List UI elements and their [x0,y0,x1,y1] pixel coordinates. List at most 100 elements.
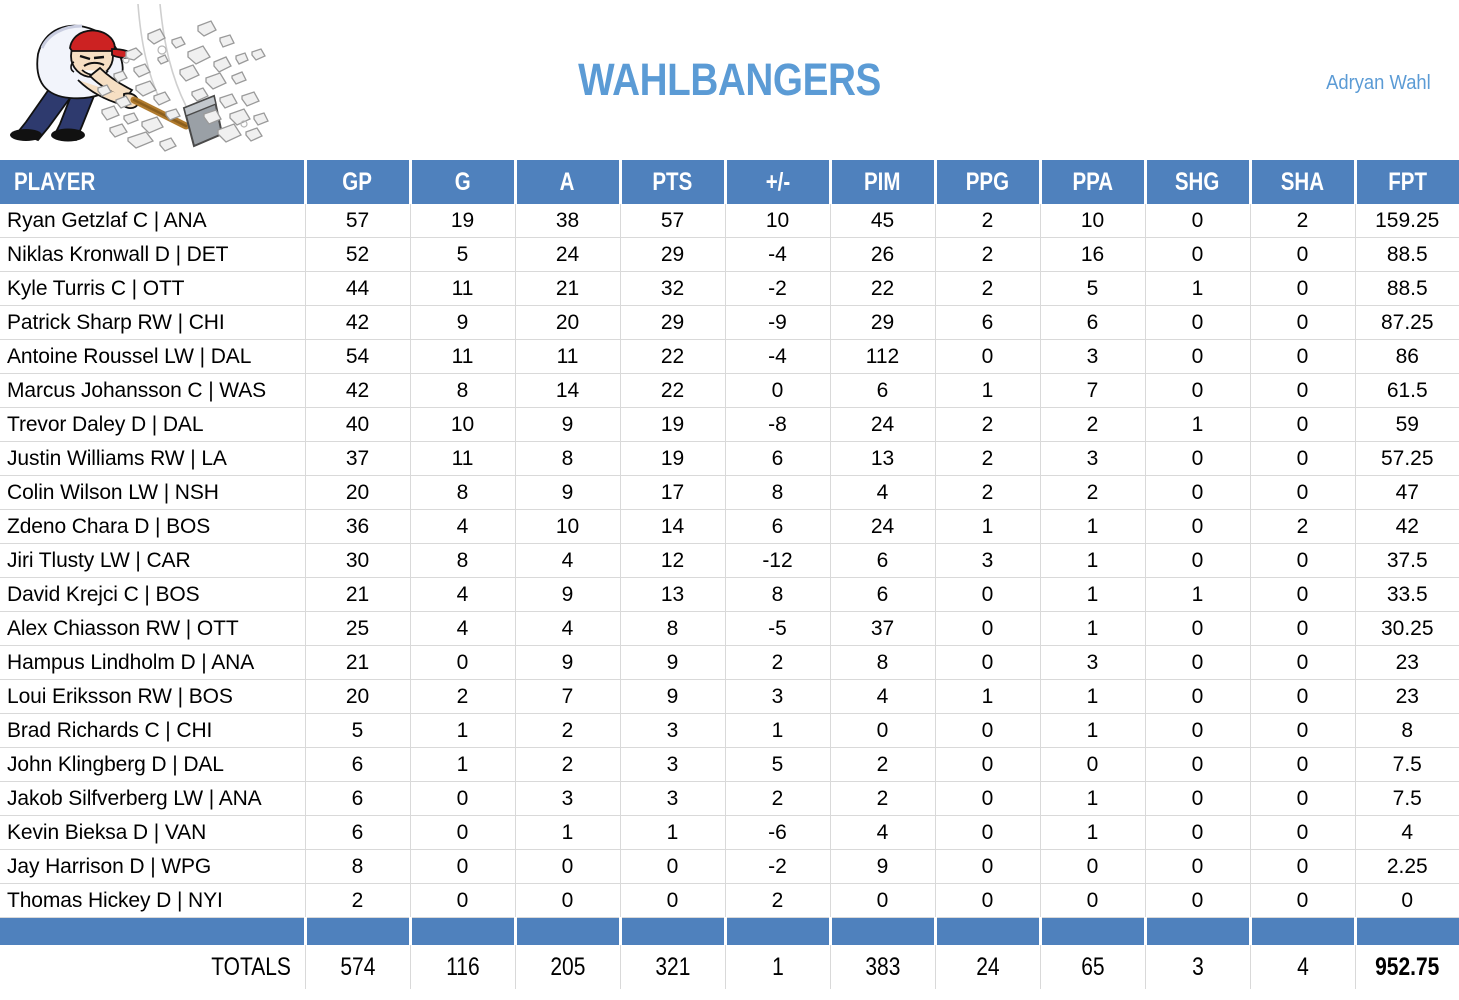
table-row: Alex Chiasson RW | OTT 25 4 4 8 -5 37 0 1 0 0 30.25 [0,611,1459,646]
cell-plusminus: -9 [725,305,831,340]
cell-shg: 0 [1145,373,1251,408]
column-header-pim[interactable]: PIM [830,160,937,204]
cell-gp: 25 [305,611,411,646]
cell-a: 9 [515,577,621,612]
cell-ppg: 0 [935,577,1041,612]
cell-sha: 0 [1250,475,1356,510]
table-row: Jiri Tlusty LW | CAR 30 8 4 12 -12 6 3 1 0 0 37.5 [0,543,1459,578]
table-row: Niklas Kronwall D | DET 52 5 24 29 -4 26 2 16 0 0 8… [0,237,1459,272]
cell-g: 1 [410,713,516,748]
column-header-ppa[interactable]: PPA [1040,160,1147,204]
cell-a: 2 [515,747,621,782]
cell-a: 21 [515,271,621,306]
cell-pim: 2 [830,747,936,782]
cell-fpt: 47 [1355,475,1459,510]
spacer-row [0,917,1459,945]
table-row: Kyle Turris C | OTT 44 11 21 32 -2 22 2 5 1 0 88.5 [0,271,1459,306]
cell-plusminus: -6 [725,815,831,850]
cell-shg: 0 [1145,713,1251,748]
cell-g: 4 [410,509,516,544]
cell-g: 0 [410,645,516,680]
cell-gp: 30 [305,543,411,578]
cell-plusminus: 3 [725,679,831,714]
cell-gp: 54 [305,339,411,374]
cell-gp: 20 [305,475,411,510]
cell-shg: 0 [1145,305,1251,340]
cell-pts: 19 [620,441,726,476]
table-footer: TOTALS 574 116 205 321 1 383 24 65 3 4 9… [0,917,1459,989]
cell-pim: 4 [830,815,936,850]
column-header-player[interactable]: PLAYER [0,160,307,204]
cell-gp: 21 [305,645,411,680]
cell-ppg: 2 [935,441,1041,476]
column-header-shg[interactable]: SHG [1145,160,1252,204]
totals-sha: 4 [1250,945,1356,989]
cell-fpt: 4 [1355,815,1459,850]
cell-g: 8 [410,475,516,510]
cell-shg: 0 [1145,475,1251,510]
cell-plusminus: 0 [725,373,831,408]
cell-ppg: 2 [935,407,1041,442]
column-header-fpt[interactable]: FPT [1355,160,1459,204]
column-header-g[interactable]: G [410,160,517,204]
cell-pim: 37 [830,611,936,646]
cell-shg: 0 [1145,679,1251,714]
page-header: WAHLBANGERS Adryan Wahl [0,0,1459,160]
cell-ppa: 10 [1040,204,1146,238]
player-name: Kyle Turris C | OTT [0,271,306,306]
cell-plusminus: 6 [725,509,831,544]
cell-pts: 9 [620,645,726,680]
player-name: Colin Wilson LW | NSH [0,475,306,510]
cell-ppa: 1 [1040,509,1146,544]
cell-ppg: 3 [935,543,1041,578]
cell-shg: 0 [1145,849,1251,884]
spacer-cell [515,917,622,945]
cell-pts: 29 [620,237,726,272]
cell-pim: 45 [830,204,936,238]
cell-g: 0 [410,781,516,816]
spacer-cell [725,917,832,945]
table-row: Zdeno Chara D | BOS 36 4 10 14 6 24 1 1 0 2 42 [0,509,1459,544]
cell-plusminus: 6 [725,441,831,476]
cell-pts: 3 [620,713,726,748]
cell-a: 9 [515,475,621,510]
cell-fpt: 88.5 [1355,271,1459,306]
column-header-plusminus[interactable]: +/- [725,160,832,204]
player-name: Hampus Lindholm D | ANA [0,645,306,680]
cell-a: 2 [515,713,621,748]
column-header-gp[interactable]: GP [305,160,412,204]
cell-g: 0 [410,883,516,918]
spacer-cell [1145,917,1252,945]
cell-ppa: 1 [1040,577,1146,612]
cell-plusminus: -12 [725,543,831,578]
cell-a: 4 [515,543,621,578]
player-name: Thomas Hickey D | NYI [0,883,306,918]
column-header-a[interactable]: A [515,160,622,204]
cell-fpt: 23 [1355,679,1459,714]
cell-ppg: 0 [935,611,1041,646]
cell-sha: 0 [1250,815,1356,850]
cell-a: 10 [515,509,621,544]
cell-sha: 0 [1250,645,1356,680]
cell-pts: 3 [620,747,726,782]
cell-ppa: 3 [1040,645,1146,680]
cell-g: 8 [410,543,516,578]
cell-shg: 0 [1145,611,1251,646]
column-header-sha[interactable]: SHA [1250,160,1357,204]
cell-ppa: 1 [1040,781,1146,816]
column-header-pts[interactable]: PTS [620,160,727,204]
cell-a: 7 [515,679,621,714]
spacer-cell [410,917,517,945]
cell-pts: 12 [620,543,726,578]
cell-ppa: 0 [1040,883,1146,918]
cell-fpt: 33.5 [1355,577,1459,612]
cell-pim: 24 [830,509,936,544]
cell-ppa: 1 [1040,611,1146,646]
cell-fpt: 8 [1355,713,1459,748]
cell-pts: 3 [620,781,726,816]
cell-plusminus: 8 [725,577,831,612]
column-header-ppg[interactable]: PPG [935,160,1042,204]
cell-shg: 1 [1145,407,1251,442]
spacer-cell [1355,917,1459,945]
player-name: Loui Eriksson RW | BOS [0,679,306,714]
